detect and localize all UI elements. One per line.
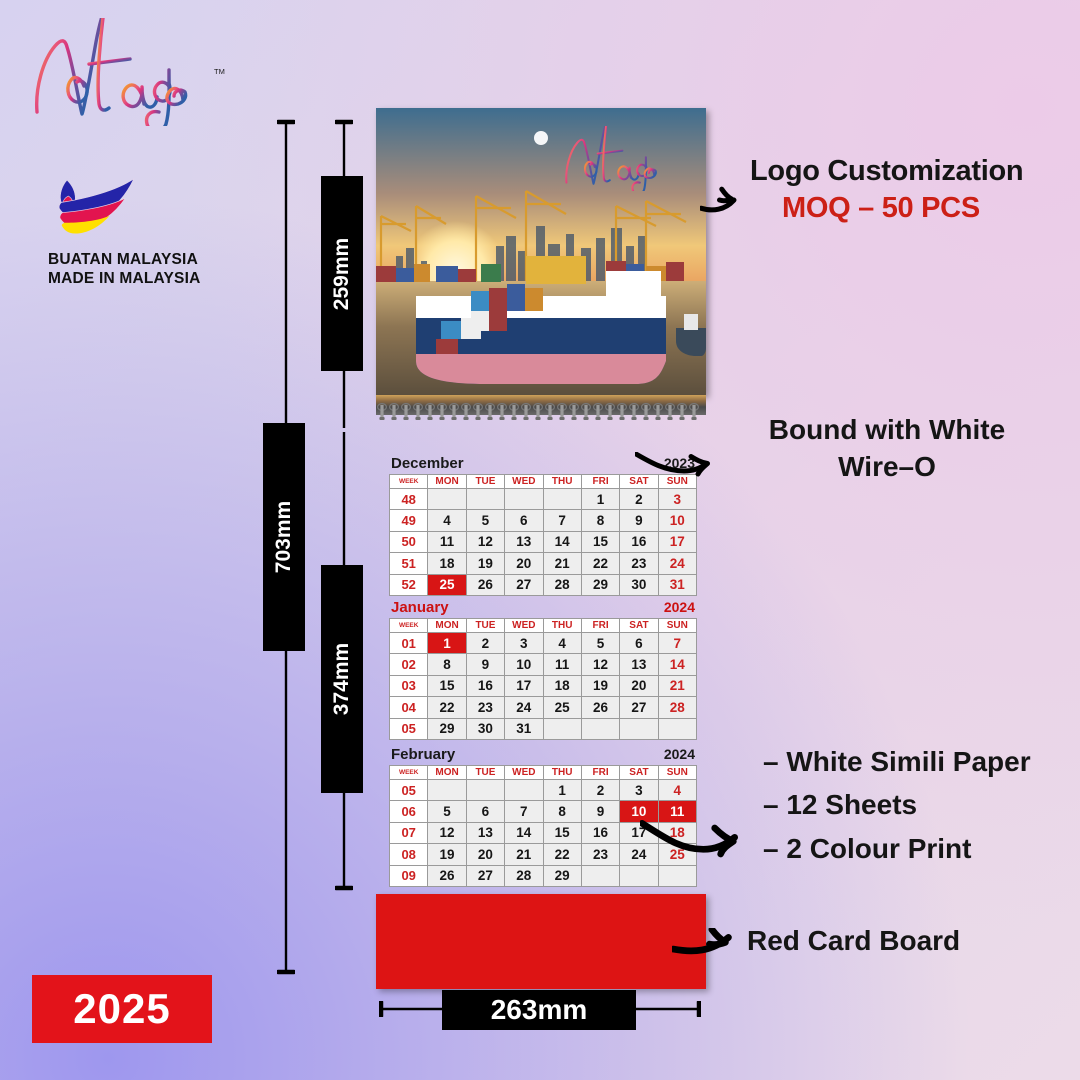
svg-text:TM: TM bbox=[214, 67, 225, 76]
